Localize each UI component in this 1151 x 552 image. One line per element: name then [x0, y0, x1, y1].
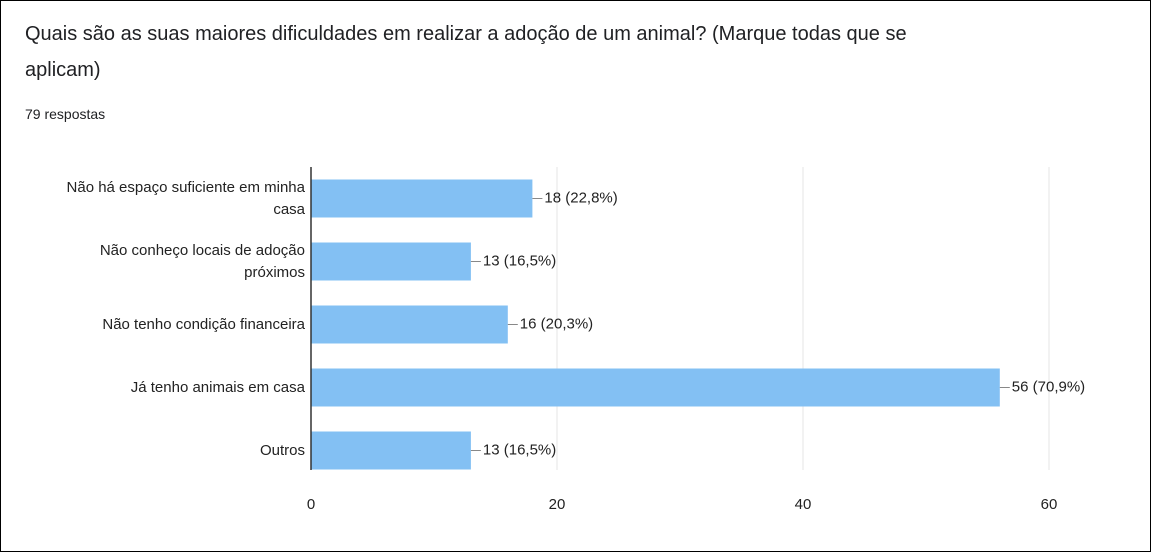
bar — [311, 368, 1000, 407]
y-tick-label: Não conheço locais de adoção próximos — [99, 241, 305, 281]
y-tick-label: Não há espaço suficiente em minha casa — [66, 178, 305, 218]
chart-title: Quais são as suas maiores dificuldades e… — [25, 23, 907, 81]
data-label: 13 (16,5%) — [483, 441, 556, 458]
bar — [311, 431, 471, 470]
bar — [311, 179, 533, 218]
bar — [311, 305, 508, 344]
data-label: 13 (16,5%) — [483, 252, 556, 269]
y-tick-label: Já tenho animais em casa — [130, 378, 305, 396]
data-label: 18 (22,8%) — [544, 189, 617, 206]
data-label: 16 (20,3%) — [520, 315, 593, 332]
x-tick-label: 0 — [307, 496, 315, 513]
bar — [311, 242, 471, 281]
y-tick-label: Outros — [259, 441, 305, 459]
data-label: 56 (70,9%) — [1012, 378, 1085, 395]
x-tick-label: 60 — [1041, 496, 1058, 513]
x-tick-label: 20 — [549, 496, 566, 513]
y-tick-label: Não tenho condição financeira — [102, 315, 305, 333]
chart-subtitle: 79 respostas — [25, 106, 106, 122]
x-tick-label: 40 — [795, 496, 812, 513]
